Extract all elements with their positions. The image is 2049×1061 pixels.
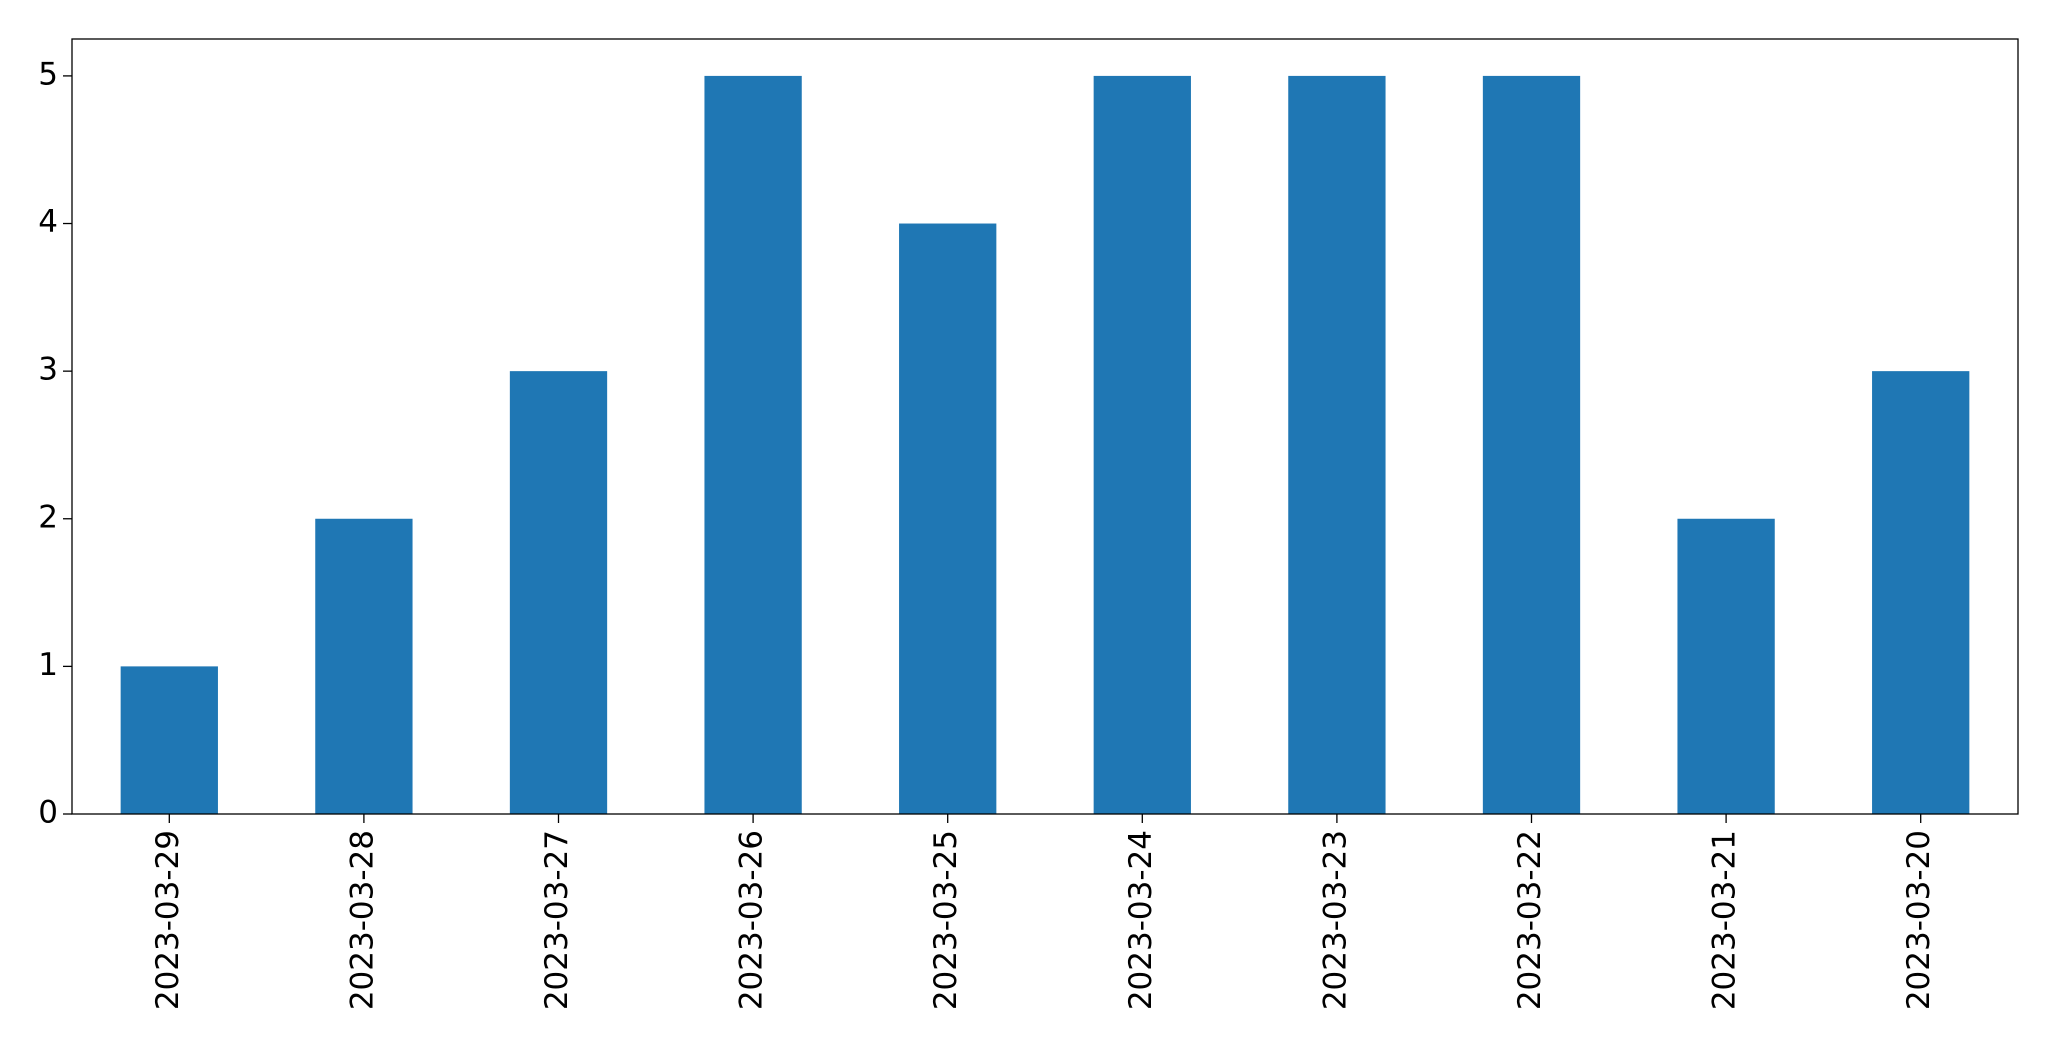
y-tick-label: 2: [38, 499, 58, 535]
x-tick-label: 2023-03-22: [1512, 830, 1548, 1010]
x-tick-label: 2023-03-26: [734, 830, 770, 1010]
bar: [315, 518, 413, 814]
bar: [1872, 371, 1970, 814]
y-tick-label: 0: [38, 795, 58, 831]
x-tick-label: 2023-03-21: [1707, 830, 1743, 1010]
bar: [1482, 75, 1581, 814]
x-tick-label: 2023-03-28: [344, 830, 380, 1010]
x-tick-label: 2023-03-27: [539, 830, 575, 1010]
x-tick-label: 2023-03-24: [1123, 830, 1159, 1010]
x-tick-label: 2023-03-25: [928, 830, 964, 1010]
bar: [120, 666, 218, 814]
x-tick-label: 2023-03-29: [150, 830, 186, 1010]
bar: [899, 223, 997, 814]
y-tick-label: 5: [38, 56, 58, 92]
plot-frame: [71, 38, 2019, 815]
bar: [509, 371, 608, 814]
y-tick-label: 3: [38, 352, 58, 388]
y-tick-label: 1: [38, 647, 58, 683]
bar: [1093, 75, 1191, 814]
bar: [1677, 518, 1775, 814]
x-tick-label: 2023-03-23: [1317, 830, 1353, 1010]
y-tick-label: 4: [38, 204, 58, 240]
bar: [704, 75, 802, 814]
x-tick-label: 2023-03-20: [1901, 830, 1937, 1010]
bar: [1288, 75, 1386, 814]
